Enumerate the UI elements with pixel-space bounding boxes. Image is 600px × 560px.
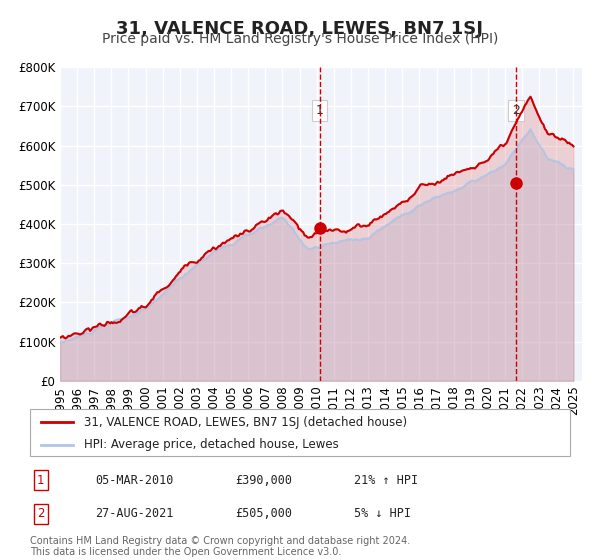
Text: 31, VALENCE ROAD, LEWES, BN7 1SJ: 31, VALENCE ROAD, LEWES, BN7 1SJ xyxy=(116,20,484,38)
Text: 31, VALENCE ROAD, LEWES, BN7 1SJ (detached house): 31, VALENCE ROAD, LEWES, BN7 1SJ (detach… xyxy=(84,416,407,428)
Text: 05-MAR-2010: 05-MAR-2010 xyxy=(95,474,173,487)
Text: Contains HM Land Registry data © Crown copyright and database right 2024.
This d: Contains HM Land Registry data © Crown c… xyxy=(30,535,410,557)
FancyBboxPatch shape xyxy=(30,409,570,456)
Text: Price paid vs. HM Land Registry's House Price Index (HPI): Price paid vs. HM Land Registry's House … xyxy=(102,32,498,46)
Text: 2: 2 xyxy=(512,104,520,117)
Text: 1: 1 xyxy=(37,474,44,487)
Text: HPI: Average price, detached house, Lewes: HPI: Average price, detached house, Lewe… xyxy=(84,438,339,451)
Text: 21% ↑ HPI: 21% ↑ HPI xyxy=(354,474,418,487)
Text: £505,000: £505,000 xyxy=(235,507,292,520)
Text: 1: 1 xyxy=(316,104,323,117)
Text: 5% ↓ HPI: 5% ↓ HPI xyxy=(354,507,411,520)
Text: £390,000: £390,000 xyxy=(235,474,292,487)
Text: 27-AUG-2021: 27-AUG-2021 xyxy=(95,507,173,520)
Text: 2: 2 xyxy=(37,507,44,520)
